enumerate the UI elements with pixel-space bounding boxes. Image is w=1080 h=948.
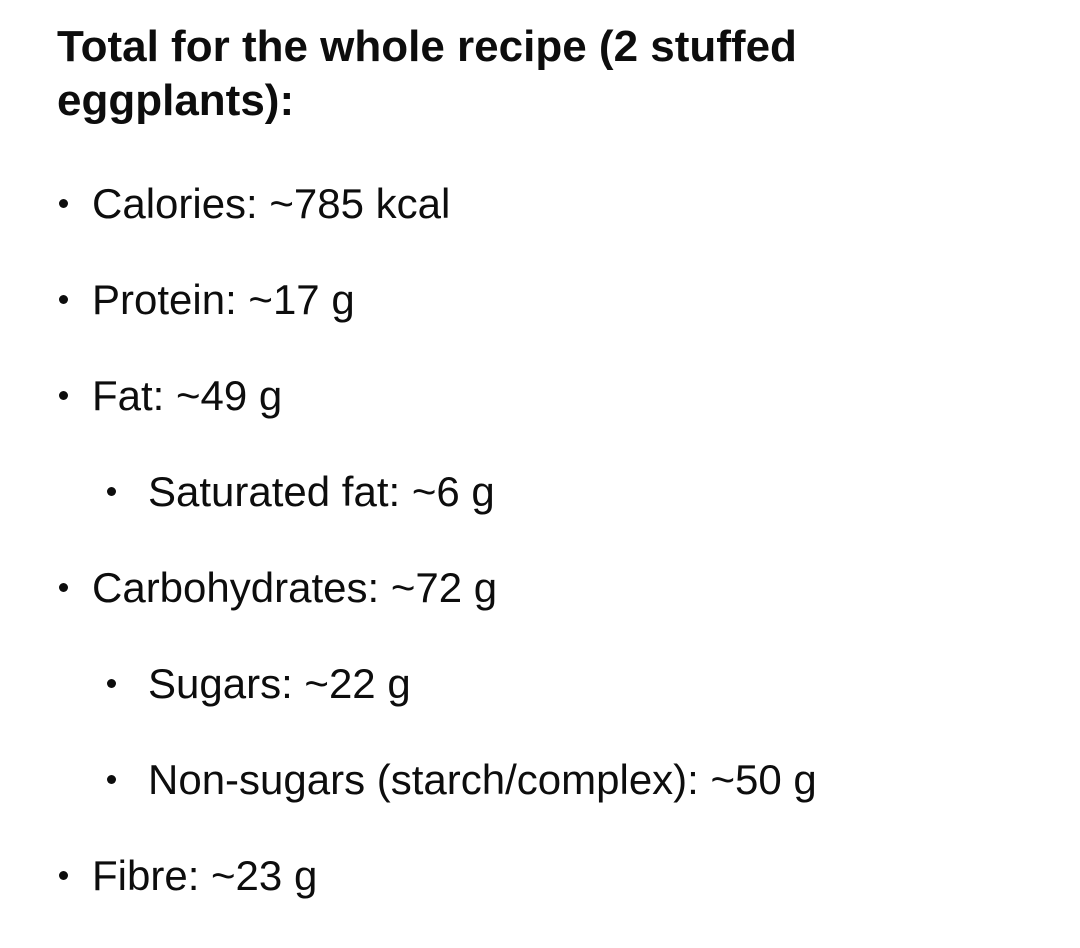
list-item-saturated-fat: Saturated fat: ~6 g [107,464,1040,519]
fat-sub-list: Saturated fat: ~6 g [107,464,1040,519]
list-item-calories: Calories: ~785 kcal [57,176,1040,231]
list-item-line: Fat: ~49 g [57,368,1040,423]
list-item-fat: Fat: ~49 g Saturated fat: ~6 g [57,368,1040,519]
list-item-line: Saturated fat: ~6 g [107,464,1040,519]
section-heading: Total for the whole recipe (2 stuffed eg… [57,22,797,125]
list-item-text: Calories: ~785 kcal [92,180,451,227]
list-item-text: Fat: ~49 g [92,372,283,419]
list-item-text: Carbohydrates: ~72 g [92,564,498,611]
list-item-text: Protein: ~17 g [92,276,355,323]
list-item-text: Non-sugars (starch/complex): ~50 g [148,756,817,803]
list-item-line: Protein: ~17 g [57,272,1040,327]
bullet-icon [59,583,68,592]
list-item-text: Fibre: ~23 g [92,852,318,899]
list-item-line: Carbohydrates: ~72 g [57,560,1040,615]
list-item-line: Fibre: ~23 g [57,848,1040,903]
list-item-line: Calories: ~785 kcal [57,176,1040,231]
bullet-icon [59,295,68,304]
list-item-line: Sugars: ~22 g [107,656,1040,711]
list-item-fibre: Fibre: ~23 g [57,848,1040,903]
list-item-protein: Protein: ~17 g [57,272,1040,327]
list-item-text: Saturated fat: ~6 g [148,468,495,515]
bullet-icon [59,391,68,400]
nutrition-list: Calories: ~785 kcal Protein: ~17 g Fat: … [57,176,1040,903]
bullet-icon [107,775,116,784]
list-item-non-sugars: Non-sugars (starch/complex): ~50 g [107,752,1040,807]
bullet-icon [107,487,116,496]
bullet-icon [59,199,68,208]
bullet-icon [107,679,116,688]
carbohydrates-sub-list: Sugars: ~22 g Non-sugars (starch/complex… [107,656,1040,807]
list-item-carbohydrates: Carbohydrates: ~72 g Sugars: ~22 g Non-s… [57,560,1040,807]
list-item-sugars: Sugars: ~22 g [107,656,1040,711]
list-item-line: Non-sugars (starch/complex): ~50 g [107,752,1040,807]
bullet-icon [59,871,68,880]
list-item-text: Sugars: ~22 g [148,660,411,707]
